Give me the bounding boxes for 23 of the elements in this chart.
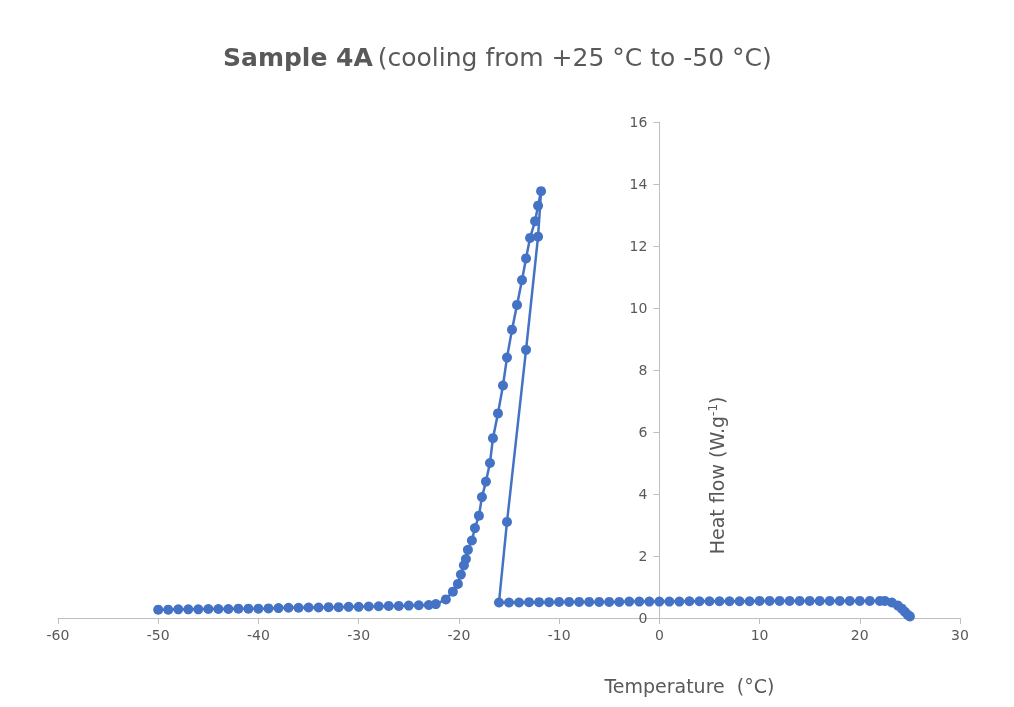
x-tick-label: -60 — [46, 627, 70, 643]
y-tick-label: 14 — [629, 176, 648, 192]
x-tick-label: -50 — [146, 627, 170, 643]
x-tick-label: -20 — [447, 627, 471, 643]
chart-title: Sample 4A — [223, 43, 374, 72]
x-tick-label: 10 — [750, 627, 769, 643]
y-tick-label: 16 — [629, 114, 648, 130]
y-tick-label: 8 — [638, 362, 648, 378]
x-tick-label: 0 — [654, 627, 664, 643]
y-tick-label: 12 — [629, 238, 648, 254]
y-tick-label: 2 — [638, 548, 648, 564]
chart-subtitle: (cooling from +25 °C to -50 °C) — [377, 43, 772, 72]
x-tick-label: 20 — [850, 627, 869, 643]
y-tick-label: 6 — [638, 424, 648, 440]
x-tick-label: 30 — [951, 627, 969, 643]
y-tick-label: 4 — [638, 486, 648, 502]
x-axis-title: Temperature (°C) — [603, 675, 775, 697]
x-tick-label: -10 — [547, 627, 571, 643]
y-tick-label: 10 — [629, 300, 648, 316]
y-tick-label: 0 — [638, 610, 648, 626]
x-tick-label: -30 — [347, 627, 371, 643]
x-tick-label: -40 — [247, 627, 270, 643]
y-axis-title: Heat flow (W.g-1) — [705, 396, 729, 555]
